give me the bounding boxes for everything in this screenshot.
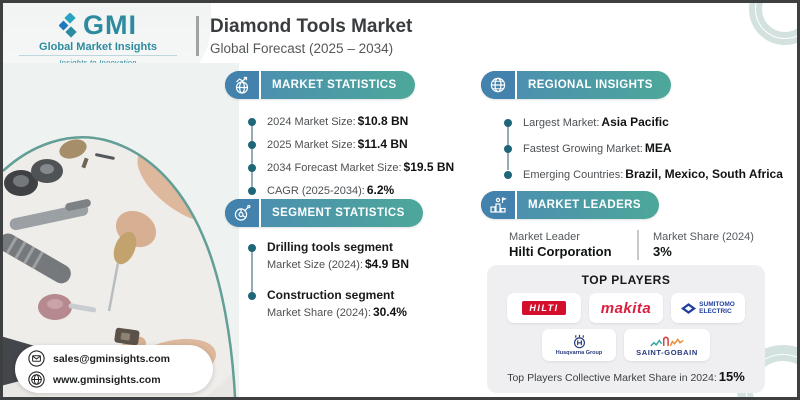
contact-email-text: sales@gminsights.com	[53, 352, 171, 365]
regional-fastest-growing: Fastest Growing Market: MEA	[504, 137, 783, 161]
market-leader-col: Market Leader Hilti Corporation	[509, 231, 637, 259]
regional-insights-section: REGIONAL INSIGHTS Largest Market: Asia Pa…	[481, 71, 783, 189]
market-statistics-header: MARKET STATISTICS	[225, 71, 415, 99]
gmi-logo: GMI Global Market Insights Insights to I…	[19, 12, 177, 67]
logo-makita: makita	[589, 293, 663, 323]
saint-gobain-skyline-icon	[650, 336, 684, 346]
market-share-value: 3%	[653, 244, 672, 259]
podium-icon	[481, 191, 517, 219]
contact-website[interactable]: www.gminsights.com	[28, 371, 213, 388]
gmi-logo-text: GMI	[83, 10, 137, 40]
market-share-col: Market Share (2024) 3%	[653, 231, 754, 259]
gmi-logo-name: Global Market Insights	[19, 41, 177, 56]
top-players-box: TOP PLAYERS HILTI makita SUMITOMO ELECTR…	[487, 265, 765, 393]
collective-share: Top Players Collective Market Share in 2…	[507, 369, 745, 384]
stat-2034-forecast: 2034 Forecast Market Size: $19.5 BN	[247, 157, 454, 178]
page-subtitle: Global Forecast (2025 – 2034)	[210, 41, 394, 56]
globe-icon	[28, 371, 45, 388]
decor-ring-top	[749, 3, 797, 45]
bullet-rail	[251, 122, 253, 188]
logo-sumitomo-electric: SUMITOMO ELECTRIC	[671, 293, 745, 323]
contact-website-text: www.gminsights.com	[53, 373, 161, 386]
market-leader-info: Market Leader Hilti Corporation Market S…	[509, 230, 754, 260]
globe-chart-icon	[225, 71, 261, 99]
market-statistics-title: MARKET STATISTICS	[272, 79, 397, 91]
globe-grid-icon	[481, 71, 517, 99]
regional-insights-list: Largest Market: Asia Pacific Fastest Grow…	[504, 111, 783, 187]
stat-cagr: CAGR (2025-2034): 6.2%	[247, 180, 454, 201]
sumitomo-diamond-icon	[681, 302, 697, 314]
segment-statistics-title: SEGMENT STATISTICS	[272, 207, 405, 219]
top-players-row-2: Husqvarna Group SAINT-GOBAIN	[487, 329, 765, 361]
market-leaders-section: MARKET LEADERS Market Leader Hilti Corpo…	[481, 191, 754, 260]
regional-largest-market: Largest Market: Asia Pacific	[504, 111, 783, 135]
segment-statistics-header: SEGMENT STATISTICS	[225, 199, 423, 227]
gmi-logo-tagline: Insights to Innovation	[59, 58, 137, 67]
market-leader-label: Market Leader	[509, 231, 580, 243]
email-icon	[28, 350, 45, 367]
bullet-rail	[251, 248, 253, 296]
market-leader-name: Hilti Corporation	[509, 244, 612, 259]
regional-insights-header: REGIONAL INSIGHTS	[481, 71, 671, 99]
vertical-divider	[637, 230, 639, 260]
regional-emerging-countries: Emerging Countries: Brazil, Mexico, South…	[504, 163, 783, 187]
gmi-diamonds-icon	[59, 12, 77, 38]
market-leaders-title: MARKET LEADERS	[528, 199, 641, 211]
pie-chart-icon	[225, 199, 261, 227]
segment-drilling-tools: Drilling tools segment Market Size (2024…	[248, 239, 423, 274]
segment-construction: Construction segment Market Share (2024)…	[248, 287, 423, 322]
market-share-label: Market Share (2024)	[653, 231, 754, 243]
husqvarna-crown-icon	[573, 334, 585, 349]
segment-statistics-section: SEGMENT STATISTICS Drilling tools segmen…	[225, 199, 423, 335]
contact-email[interactable]: sales@gminsights.com	[28, 350, 213, 367]
regional-insights-title: REGIONAL INSIGHTS	[528, 79, 653, 91]
title-block: Diamond Tools Market Global Forecast (20…	[196, 16, 412, 56]
market-statistics-section: MARKET STATISTICS 2024 Market Size: $10.8…	[225, 71, 454, 203]
page-title: Diamond Tools Market	[210, 16, 413, 37]
top-players-title: TOP PLAYERS	[581, 273, 671, 287]
segment-statistics-list: Drilling tools segment Market Size (2024…	[248, 239, 423, 322]
stat-2025-market-size: 2025 Market Size: $11.4 BN	[247, 134, 454, 155]
market-statistics-list: 2024 Market Size: $10.8 BN 2025 Market Si…	[247, 111, 454, 201]
contact-card: sales@gminsights.com www.gminsights.com	[15, 345, 213, 393]
logo-hilti: HILTI	[507, 293, 581, 323]
top-players-row-1: HILTI makita SUMITOMO ELECTRIC	[487, 293, 765, 323]
market-leaders-header: MARKET LEADERS	[481, 191, 659, 219]
logo-saint-gobain: SAINT-GOBAIN	[624, 329, 710, 361]
stat-2024-market-size: 2024 Market Size: $10.8 BN	[247, 111, 454, 132]
logo-husqvarna: Husqvarna Group	[542, 329, 616, 361]
